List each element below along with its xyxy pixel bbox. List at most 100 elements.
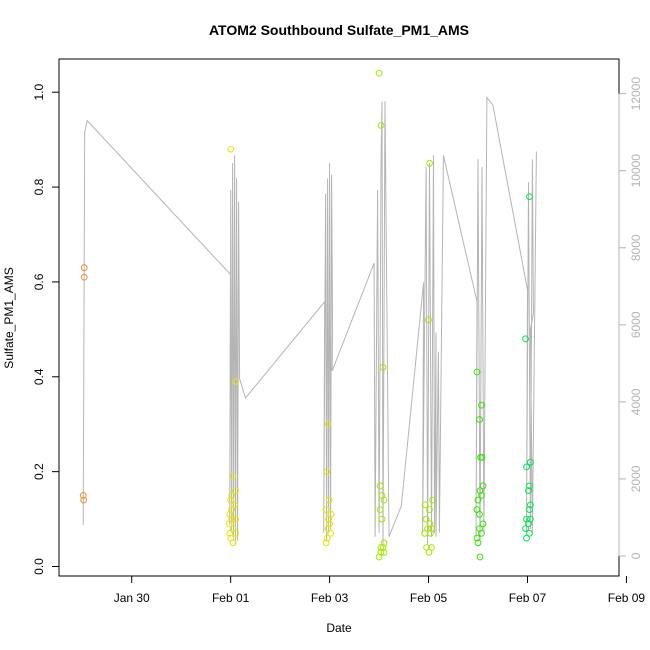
data-point: [229, 473, 237, 480]
y-axis: 0.0 0.2 0.4 0.6 0.8 1.0: [32, 84, 60, 575]
y2-tick-label: 6000: [629, 311, 643, 338]
data-point: [477, 454, 484, 461]
data-point: [523, 463, 530, 471]
data-point: [429, 496, 436, 504]
y2-tick-label: 2000: [629, 465, 643, 492]
data-point: [425, 548, 433, 556]
data-point: [380, 539, 388, 547]
data-point: [323, 468, 331, 476]
data-point: [426, 506, 433, 514]
data-point: [227, 496, 235, 504]
x-tick-label: Feb 05: [410, 591, 448, 605]
data-point: [232, 378, 240, 385]
data-point: [229, 539, 237, 547]
data-point: [376, 506, 384, 514]
data-point: [428, 525, 435, 532]
y-tick-label: 0.2: [32, 463, 46, 480]
data-point: [476, 416, 483, 423]
data-point: [476, 487, 484, 495]
data-point: [232, 515, 240, 523]
data-point: [421, 501, 429, 509]
data-point: [473, 368, 481, 376]
data-point: [380, 548, 388, 556]
data-point: [522, 525, 529, 532]
data-point: [526, 529, 533, 537]
data-point: [426, 159, 433, 167]
data-point: [526, 193, 533, 201]
line-series: [82, 96, 537, 545]
data-point: [232, 529, 240, 537]
data-point: [527, 458, 534, 466]
data-point: [80, 273, 88, 281]
x-tick-label: Feb 01: [212, 591, 250, 605]
data-point: [325, 496, 333, 504]
y-tick-label: 0.0: [32, 558, 46, 575]
data-point: [424, 525, 432, 532]
y2-axis: 0 2000 4000 6000 8000 10000 12000: [618, 77, 643, 559]
data-point: [523, 534, 530, 542]
data-point: [527, 501, 534, 509]
chart-title: ATOM2 Southbound Sulfate_PM1_AMS: [209, 22, 469, 38]
data-point: [380, 496, 388, 504]
y2-tick-label: 10000: [629, 154, 643, 188]
data-point: [322, 506, 330, 514]
data-point: [425, 316, 432, 324]
data-point: [225, 520, 233, 528]
x-tick-label: Feb 09: [608, 591, 646, 605]
data-point: [79, 492, 87, 499]
data-point: [476, 553, 484, 561]
data-point: [325, 515, 333, 523]
x-tick-label: Feb 07: [509, 591, 547, 605]
data-point: [474, 539, 482, 547]
data-point: [375, 553, 383, 561]
data-point: [323, 534, 331, 542]
data-point: [479, 482, 487, 490]
data-point: [326, 520, 334, 528]
data-point: [227, 145, 235, 153]
data-point: [378, 515, 386, 523]
data-point: [324, 420, 332, 428]
data-point: [80, 496, 88, 504]
data-point: [377, 544, 385, 551]
data-point: [522, 335, 529, 343]
line-segment-0: [82, 96, 537, 545]
data-point: [322, 539, 330, 547]
data-point: [478, 492, 485, 499]
data-point: [473, 534, 481, 542]
data-point: [228, 492, 236, 499]
data-point: [479, 520, 487, 528]
data-point: [376, 482, 384, 490]
data-point: [422, 515, 430, 523]
data-point: [231, 501, 239, 509]
data-point: [478, 401, 485, 409]
y-tick-label: 1.0: [32, 84, 46, 101]
data-point: [478, 529, 485, 537]
y-tick-label: 0.4: [32, 368, 46, 385]
x-tick-label: Feb 03: [311, 591, 349, 605]
data-point: [377, 122, 385, 129]
y2-tick-label: 8000: [629, 234, 643, 261]
y-tick-label: 0.6: [32, 273, 46, 290]
data-point: [379, 363, 387, 371]
data-point: [526, 506, 533, 514]
y-axis-label: Sulfate_PM1_AMS: [2, 267, 16, 368]
data-point: [476, 510, 483, 518]
data-point: [421, 529, 429, 537]
data-point: [525, 520, 532, 528]
y2-tick-label: 12000: [629, 77, 643, 111]
data-point: [525, 487, 532, 495]
data-point: [474, 496, 482, 504]
x-tick-label: Jan 30: [114, 591, 150, 605]
y2-tick-label: 4000: [629, 388, 643, 415]
data-point: [427, 529, 434, 537]
data-point: [375, 69, 383, 77]
data-point: [232, 487, 240, 495]
scatter-points: [79, 69, 534, 561]
data-point: [80, 264, 88, 272]
data-point: [327, 529, 335, 537]
y-tick-label: 0.8: [32, 178, 46, 195]
data-point: [526, 482, 533, 490]
y2-tick-label: 0: [629, 552, 643, 559]
